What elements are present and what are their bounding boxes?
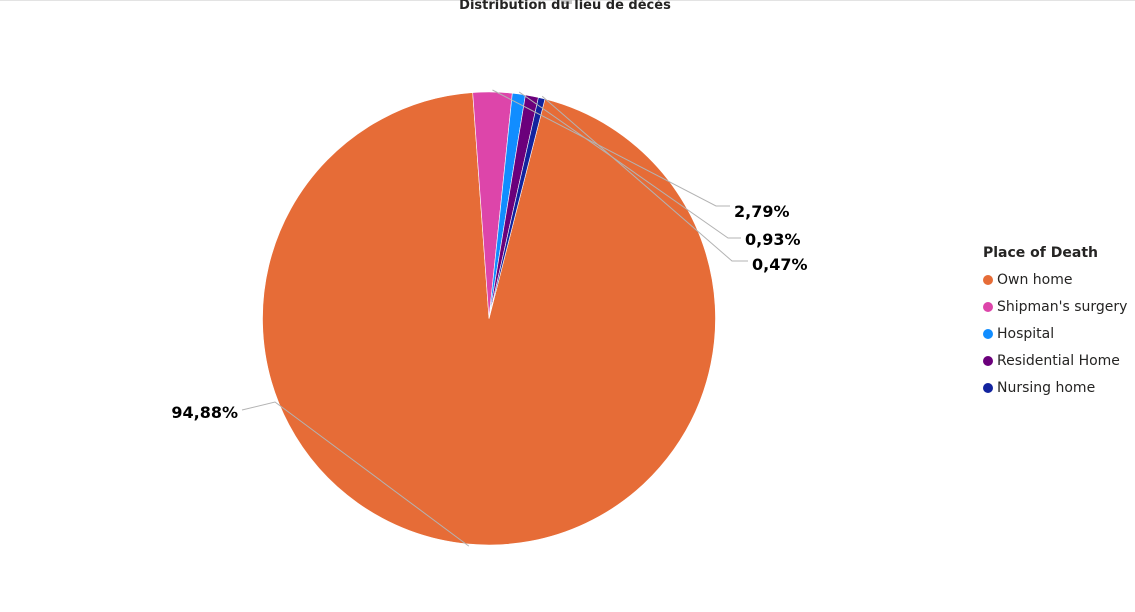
legend-item[interactable]: Nursing home bbox=[983, 374, 1133, 401]
pie-slice-own-home[interactable] bbox=[262, 92, 716, 546]
legend-swatch-icon bbox=[983, 355, 993, 366]
legend-swatch-icon bbox=[983, 382, 993, 393]
legend-item[interactable]: Hospital bbox=[983, 320, 1133, 347]
pie-data-labels: 94,88% 2,79% 0,93% 0,47% bbox=[171, 89, 808, 547]
legend-item[interactable]: Shipman's surgery bbox=[983, 293, 1133, 320]
data-label: 0,93% bbox=[745, 230, 801, 249]
legend-swatch-icon bbox=[983, 301, 993, 312]
leader-line bbox=[492, 89, 730, 207]
legend-title: Place of Death bbox=[983, 245, 1098, 261]
legend-label: Residential Home bbox=[997, 352, 1120, 369]
leader-line bbox=[541, 95, 748, 262]
data-label: 0,47% bbox=[752, 255, 808, 274]
leader-line bbox=[241, 401, 470, 547]
data-label: 94,88% bbox=[171, 403, 238, 422]
legend-label: Shipman's surgery bbox=[997, 298, 1128, 315]
legend-item[interactable]: Residential Home bbox=[983, 347, 1133, 374]
legend-swatch-icon bbox=[983, 328, 993, 339]
legend-label: Nursing home bbox=[997, 379, 1096, 396]
pie-slices bbox=[262, 91, 716, 546]
visual-drag-handle[interactable] bbox=[561, 0, 572, 4]
legend-swatch-icon bbox=[983, 274, 993, 285]
legend-item[interactable]: Own home bbox=[983, 266, 1133, 293]
legend-label: Own home bbox=[997, 271, 1073, 288]
legend-items: Own home Shipman's surgery Hospital Residen… bbox=[983, 266, 1133, 401]
data-label: 2,79% bbox=[734, 202, 790, 221]
legend-label: Hospital bbox=[997, 325, 1055, 342]
legend: Place of Death Own home Shipman's surgery… bbox=[983, 243, 1133, 401]
chart-title: Distribution du lieu de décés bbox=[459, 0, 671, 13]
leader-line bbox=[518, 91, 741, 239]
